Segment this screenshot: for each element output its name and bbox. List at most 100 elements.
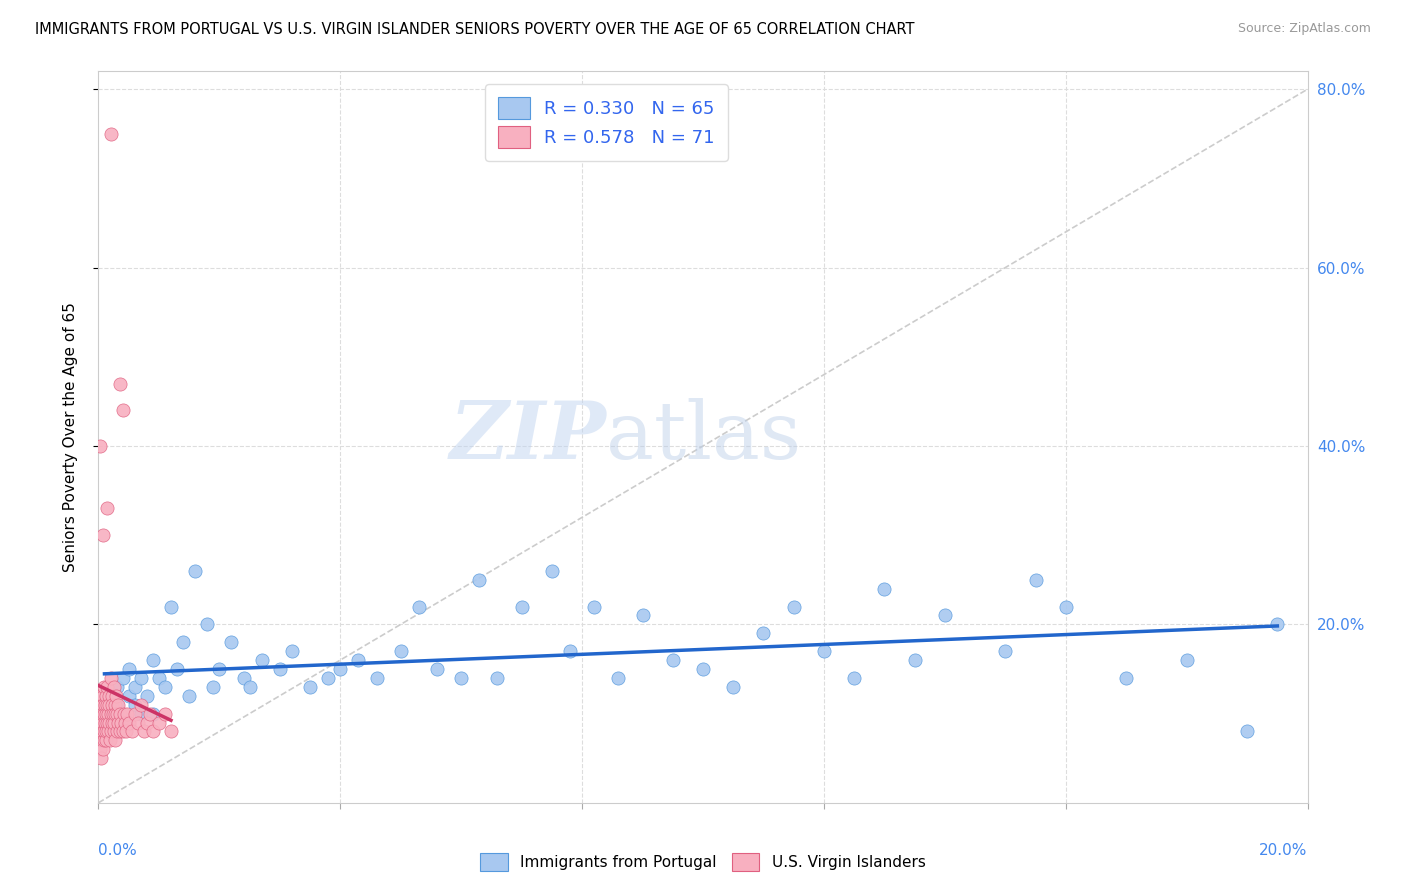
Point (813, 644, 835, 658)
Point (153, 680, 176, 694)
Point (97, 689, 120, 703)
Y-axis label: Seniors Poverty Over the Age of 65: Seniors Poverty Over the Age of 65 (63, 302, 77, 572)
Point (111, 403, 134, 417)
Point (366, 671, 388, 685)
Point (631, 608, 654, 623)
Point (148, 671, 170, 685)
Point (208, 662, 231, 676)
Point (1236, 724, 1258, 739)
Point (118, 662, 141, 676)
Point (239, 680, 262, 694)
Point (202, 680, 225, 694)
Point (90, 751, 112, 765)
Point (89, 439, 111, 453)
Point (100, 715, 122, 730)
Point (142, 724, 165, 739)
Point (389, 644, 412, 658)
Point (111, 724, 134, 739)
Point (1024, 573, 1046, 587)
Point (127, 715, 149, 730)
Point (118, 689, 141, 703)
Point (100, 724, 122, 739)
Point (873, 582, 896, 596)
Point (692, 662, 714, 676)
Point (450, 671, 472, 685)
Point (104, 733, 127, 747)
Point (994, 644, 1017, 658)
Point (1175, 653, 1198, 667)
Point (91, 706, 114, 721)
Text: 20.0%: 20.0% (1260, 843, 1308, 858)
Point (184, 564, 207, 578)
Point (723, 680, 745, 694)
Point (139, 706, 162, 721)
Point (111, 671, 134, 685)
Point (87, 706, 110, 721)
Point (107, 715, 129, 730)
Point (101, 706, 124, 721)
Point (160, 724, 183, 739)
Point (129, 698, 152, 712)
Point (281, 644, 304, 658)
Point (160, 599, 183, 614)
Point (89, 742, 111, 756)
Point (121, 724, 143, 739)
Point (97, 706, 120, 721)
Point (112, 706, 135, 721)
Point (100, 706, 122, 721)
Point (124, 680, 146, 694)
Point (299, 680, 322, 694)
Point (118, 715, 141, 730)
Point (135, 689, 157, 703)
Point (100, 127, 122, 141)
Point (117, 706, 139, 721)
Point (90, 698, 112, 712)
Point (1115, 671, 1137, 685)
Point (107, 698, 129, 712)
Point (752, 626, 775, 640)
Point (110, 715, 132, 730)
Point (329, 662, 352, 676)
Point (124, 698, 146, 712)
Point (103, 715, 125, 730)
Point (105, 706, 128, 721)
Point (108, 706, 131, 721)
Point (661, 653, 683, 667)
Point (468, 573, 491, 587)
Point (98, 715, 121, 730)
Point (153, 706, 176, 721)
Point (108, 376, 131, 391)
Point (91, 715, 114, 730)
Point (94, 698, 117, 712)
Point (91, 724, 114, 739)
Point (232, 671, 254, 685)
Point (96, 715, 118, 730)
Point (583, 599, 606, 614)
Point (148, 715, 170, 730)
Text: atlas: atlas (606, 398, 801, 476)
Point (558, 644, 581, 658)
Text: Source: ZipAtlas.com: Source: ZipAtlas.com (1237, 22, 1371, 36)
Point (172, 635, 194, 649)
Point (783, 599, 806, 614)
Point (100, 689, 122, 703)
Point (347, 653, 370, 667)
Point (94, 733, 117, 747)
Point (91, 528, 114, 542)
Point (104, 698, 127, 712)
Point (934, 608, 956, 623)
Point (316, 671, 339, 685)
Point (115, 724, 138, 739)
Point (105, 724, 128, 739)
Text: IMMIGRANTS FROM PORTUGAL VS U.S. VIRGIN ISLANDER SENIORS POVERTY OVER THE AGE OF: IMMIGRANTS FROM PORTUGAL VS U.S. VIRGIN … (35, 22, 915, 37)
Point (97, 724, 120, 739)
Point (221, 635, 243, 649)
Point (408, 599, 430, 614)
Point (98, 733, 121, 747)
Point (269, 662, 291, 676)
Point (91, 689, 114, 703)
Point (486, 671, 509, 685)
Point (540, 564, 562, 578)
Point (250, 653, 273, 667)
Text: ZIP: ZIP (450, 399, 606, 475)
